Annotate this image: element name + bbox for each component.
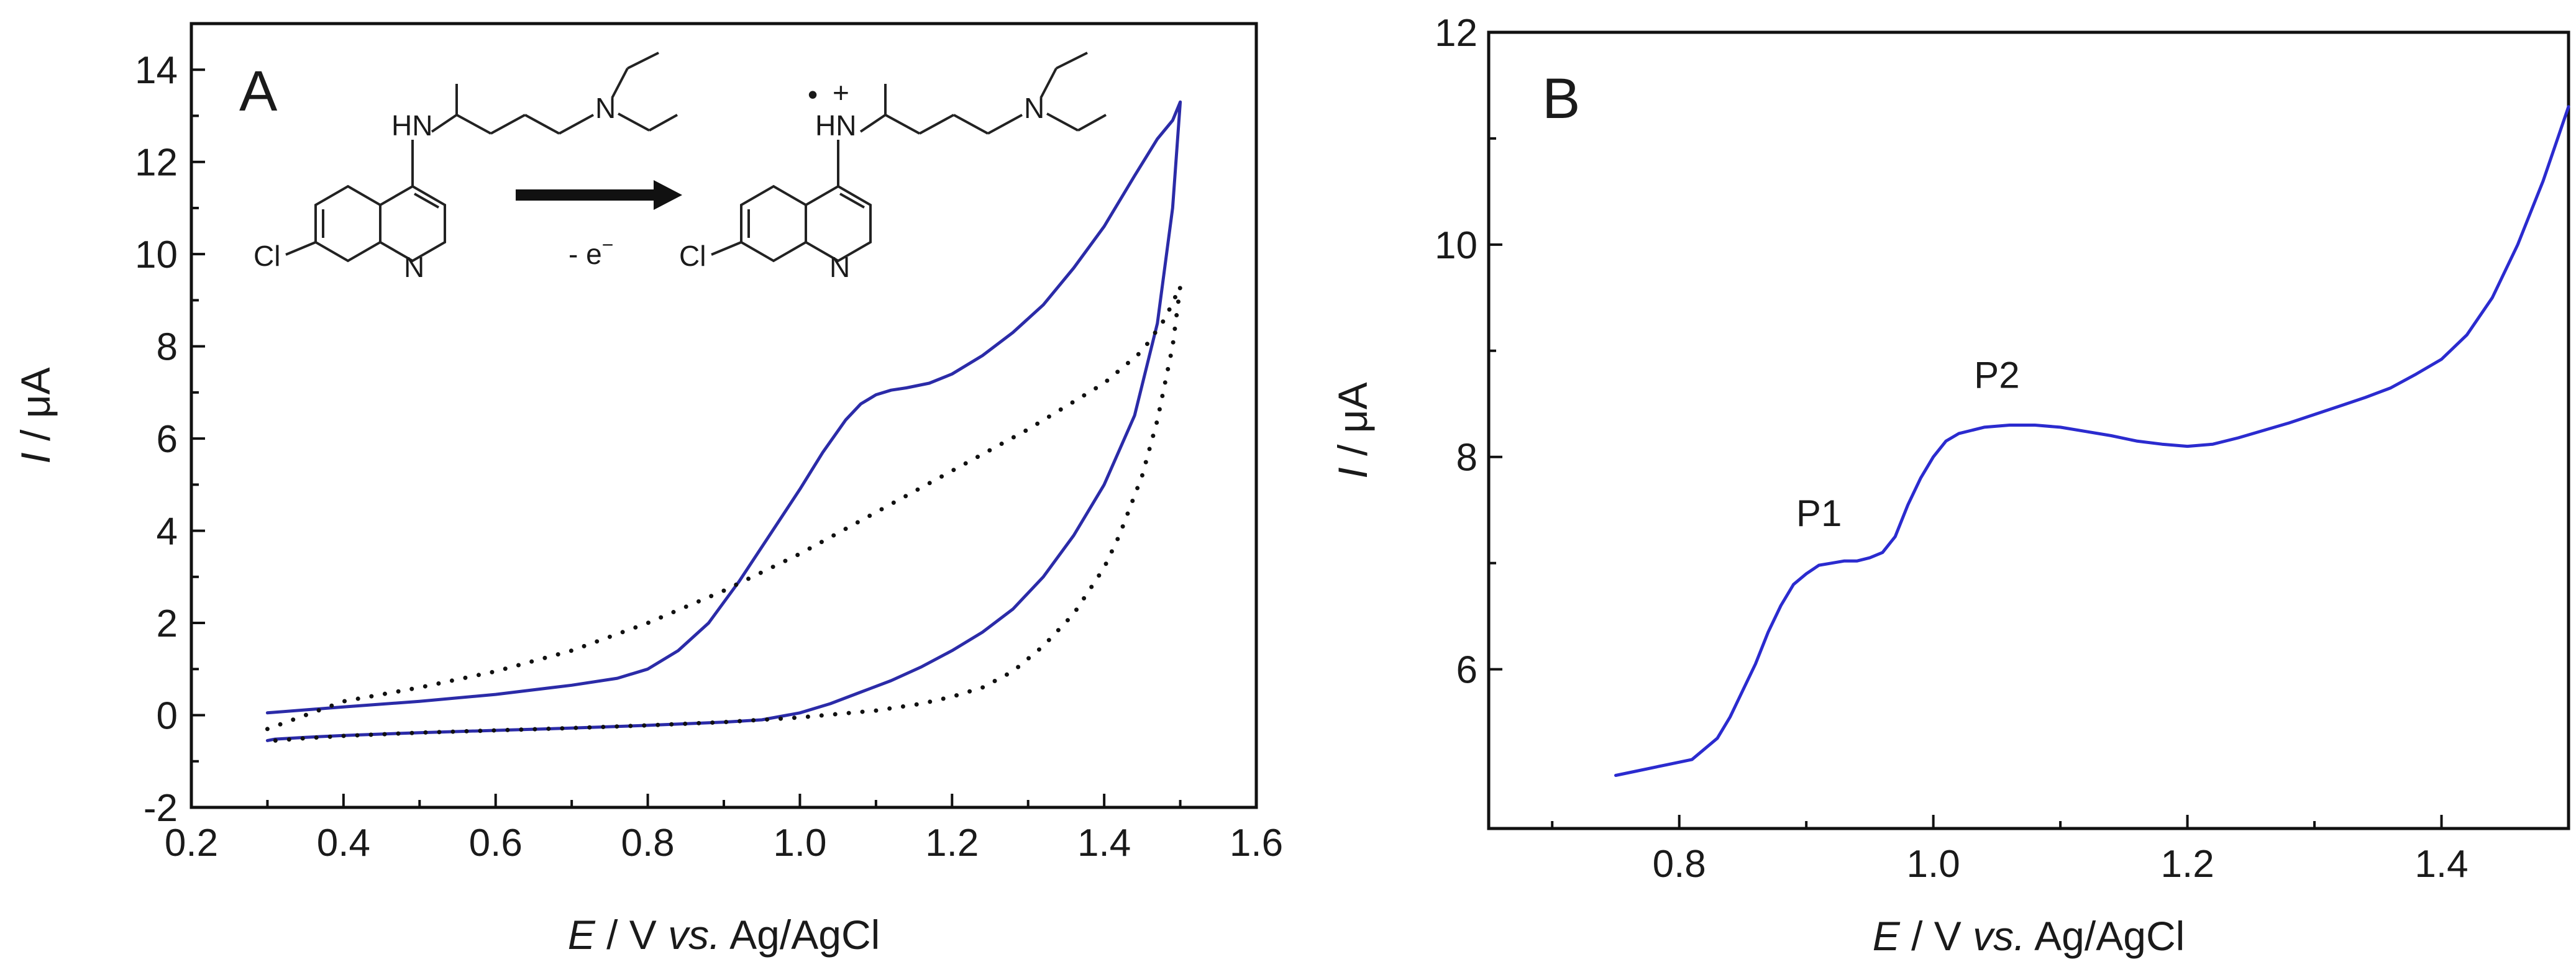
- x-tick-label: 0.8: [1653, 843, 1706, 886]
- reactant-nh-label: HN: [391, 109, 432, 142]
- x-tick-label: 0.8: [621, 822, 674, 865]
- reactant-amine-n-label: N: [595, 92, 616, 124]
- y-tick-label: 0: [157, 695, 178, 738]
- product-atom-labels: HN • + Cl N N: [679, 76, 1044, 283]
- panel-a-label: A: [239, 60, 278, 123]
- product-structure: [711, 52, 1107, 263]
- panel-b-ticks: 0.8 1.0 1.2 1.4 6 8 10 12: [1435, 12, 2469, 886]
- x-tick-label: 0.2: [165, 822, 218, 865]
- x-tick-label: 1.0: [1907, 843, 1960, 886]
- series-line-chloroquine-cv: [265, 100, 1182, 742]
- x-tick-label: 1.4: [2414, 843, 2468, 886]
- product-charge: +: [833, 76, 849, 109]
- y-tick-label: 4: [157, 511, 178, 553]
- series-line-blank: [265, 284, 1183, 745]
- product-nh-label: HN: [815, 109, 856, 142]
- y-tick-label: 10: [135, 234, 178, 276]
- panel-a-plot-frame: [190, 22, 1258, 809]
- panel-a-series: [265, 100, 1183, 745]
- y-tick-label: 8: [1456, 437, 1478, 479]
- y-tick-label: 12: [135, 142, 178, 184]
- y-tick-label: 6: [1456, 649, 1478, 692]
- y-tick-label: -2: [144, 787, 178, 830]
- panel-a-y-axis-title: I / μA: [12, 367, 58, 463]
- x-tick-label: 1.2: [2160, 843, 2214, 886]
- y-tick-label: 8: [157, 326, 178, 369]
- reactant-atom-labels: HN Cl N N: [253, 92, 616, 283]
- reaction-arrow-label: - e−: [569, 234, 613, 270]
- y-tick-label: 10: [1435, 224, 1478, 267]
- x-tick-label: 1.0: [773, 822, 826, 865]
- product-radical-dot: •: [808, 78, 818, 111]
- x-tick-label: 0.6: [469, 822, 523, 865]
- reactant-ring-n-label: N: [404, 251, 424, 283]
- x-tick-label: 1.2: [925, 822, 979, 865]
- product-amine-n-label: N: [1024, 92, 1044, 124]
- panel-a-x-axis-title: E / V vs. Ag/AgCl: [568, 912, 880, 958]
- panel-b: 0.8 1.0 1.2 1.4 6 8 10 12 P1 P2 B E / V vs. Ag/A…: [1330, 12, 2570, 959]
- panel-b-annotations: P1 P2: [1796, 355, 2020, 534]
- panel-b-label: B: [1542, 67, 1580, 130]
- y-tick-label: 6: [157, 418, 178, 461]
- y-tick-label: 12: [1435, 12, 1478, 55]
- x-tick-label: 0.4: [317, 822, 370, 865]
- series-line-differential-pulse: [1614, 105, 2570, 777]
- reactant-cl-label: Cl: [253, 240, 280, 272]
- x-tick-label: 1.6: [1230, 822, 1283, 865]
- panel-b-series: [1614, 105, 2570, 777]
- reactant-structure: [285, 52, 678, 263]
- peak-label: P1: [1796, 493, 1842, 534]
- panel-b-y-axis-title: I / μA: [1330, 382, 1376, 478]
- panel-b-plot-frame: [1487, 30, 2570, 830]
- reaction-arrow: [516, 180, 682, 210]
- y-tick-label: 2: [157, 602, 178, 645]
- y-tick-label: 14: [135, 49, 178, 92]
- x-tick-label: 1.4: [1077, 822, 1131, 865]
- panel-b-x-axis-title: E / V vs. Ag/AgCl: [1873, 913, 2185, 959]
- product-ring-n-label: N: [829, 251, 850, 283]
- peak-label: P2: [1974, 355, 2019, 396]
- panel-a-ticks: 0.2 0.4 0.6 0.8 1.0 1.2 1.4 1.6 -2 0 2 4 6 8 10 12 14: [135, 49, 1283, 865]
- product-cl-label: Cl: [679, 240, 706, 272]
